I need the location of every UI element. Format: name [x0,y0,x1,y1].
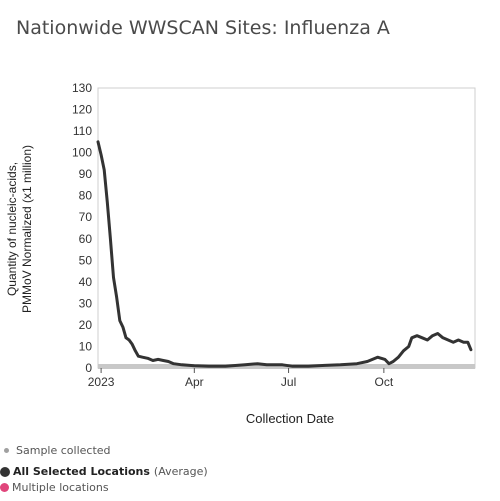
y-tick-label: 10 [79,339,93,353]
y-tick-label: 120 [72,103,92,117]
y-tick-label: 20 [79,318,93,332]
y-tick-label: 130 [72,81,92,95]
y-tick-label: 110 [73,124,92,138]
series-line-all-selected-locations [96,140,473,368]
y-tick-label: 30 [79,296,93,310]
multiple-locations-dot-icon [0,483,9,492]
x-tick-label: Jul [281,375,296,389]
y-tick-label: 50 [79,253,93,267]
y-tick-label: 70 [79,210,93,224]
y-tick-label: 90 [79,167,93,181]
legend-label-all-selected: All Selected Locations [13,465,150,478]
x-tick-label: Apr [185,375,204,389]
y-tick-label: 0 [85,361,92,375]
legend-label-average: (Average) [153,465,208,478]
plot-frame [97,87,476,369]
x-tick-label: 2023 [88,375,115,389]
legend-item-multiple-locations[interactable]: Multiple locations [0,481,109,494]
x-axis-label: Collection Date [246,411,334,426]
y-axis-label-line-2: PMMoV Normalized (x1 million) [20,145,34,313]
y-tick-label: 60 [79,232,93,246]
y-axis: 0 10 20 30 40 50 60 70 80 90 100 110 120 130 [72,81,92,375]
y-tick-label: 40 [79,275,93,289]
y-tick-label: 100 [72,146,92,160]
all-selected-dot-icon [0,466,10,477]
page-title: Nationwide WWSCAN Sites: Influenza A [16,17,390,39]
legend-label-sample-collected: Sample collected [16,444,111,457]
legend-item-all-selected-locations[interactable]: All Selected Locations (Average) [0,465,208,478]
x-tick-label: Oct [375,375,394,389]
legend-item-sample-collected: Sample collected [4,444,111,457]
legend-label-multiple-locations: Multiple locations [12,481,109,494]
y-tick-label: 80 [79,189,93,203]
sample-collected-dot-icon [4,448,9,453]
y-axis-label-line-1: Quantity of nucleic-acids, [5,162,19,296]
x-axis: 2023 Apr Jul Oct [88,368,394,389]
